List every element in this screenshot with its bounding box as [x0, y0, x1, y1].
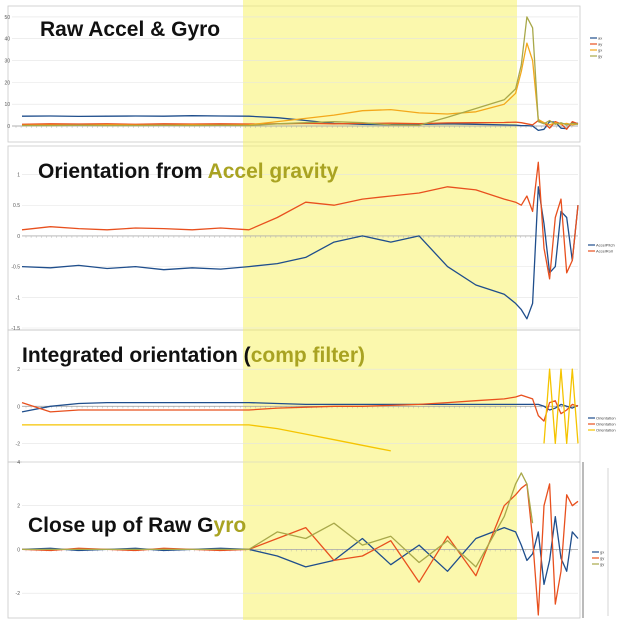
- legend-label: ax: [598, 36, 602, 41]
- series-line-gy: [22, 16, 579, 127]
- y-tick-label: 0: [17, 547, 20, 553]
- title-part-dark: Close up of Raw G: [28, 514, 214, 537]
- series-line-orientation: [22, 368, 579, 452]
- legend-label: gx: [598, 48, 602, 53]
- chart-3: -202OrientationOrientationOrientationInt…: [16, 344, 616, 452]
- y-tick-label: 0: [17, 404, 20, 410]
- y-tick-label: -2: [16, 591, 21, 597]
- chart-title: Integrated orientation (comp filter): [22, 344, 365, 367]
- legend-label: gy: [600, 556, 604, 561]
- y-tick-label: -2: [16, 441, 21, 447]
- y-tick-label: 0: [17, 234, 20, 240]
- legend-label: Orientation: [596, 422, 616, 427]
- legend-label: ay: [598, 42, 602, 47]
- series-line-orientation: [21, 394, 579, 422]
- legend-label: AccelPitch: [596, 243, 615, 248]
- y-tick-label: 20: [4, 80, 10, 86]
- chart-title: Close up of Raw Gyro: [28, 514, 246, 537]
- legend-label: gy: [600, 562, 604, 567]
- y-tick-label: 0.5: [13, 203, 20, 209]
- y-tick-label: 30: [4, 59, 10, 65]
- y-tick-label: 50: [4, 15, 10, 21]
- legend-label: Orientation: [596, 416, 616, 421]
- title-part-dark: Raw Accel & Gyro: [40, 18, 220, 41]
- series-line-gy: [22, 472, 534, 568]
- title-part-highlight: yro: [214, 514, 247, 537]
- series-line-orientation: [21, 401, 579, 413]
- y-tick-label: 4: [17, 460, 20, 466]
- y-tick-label: 2: [17, 504, 20, 510]
- chart-title: Raw Accel & Gyro: [40, 18, 220, 41]
- y-tick-label: 40: [4, 37, 10, 43]
- legend-label: Orientation: [596, 428, 616, 433]
- legend-label: AccelRoll: [596, 249, 613, 254]
- y-tick-label: -0.5: [11, 265, 20, 271]
- legend-label: gy: [598, 54, 602, 59]
- y-tick-label: 0: [7, 124, 10, 130]
- y-tick-label: -1: [16, 295, 21, 301]
- y-tick-label: -1.5: [11, 326, 20, 332]
- legend-label: gx: [600, 550, 604, 555]
- highlight-band: [243, 0, 517, 620]
- series-line-accelroll: [21, 161, 579, 280]
- title-part-highlight: comp filter): [251, 344, 365, 367]
- y-tick-label: 1: [17, 173, 20, 179]
- y-tick-label: 10: [4, 102, 10, 108]
- series-line-gy: [21, 483, 579, 616]
- title-part-dark: Orientation from: [38, 160, 208, 183]
- series-line-ay: [21, 119, 579, 130]
- title-part-highlight: Accel gravity: [208, 160, 339, 183]
- y-tick-label: 2: [17, 367, 20, 373]
- chart-title: Orientation from Accel gravity: [38, 160, 339, 183]
- title-part-dark: Integrated orientation (: [22, 344, 251, 367]
